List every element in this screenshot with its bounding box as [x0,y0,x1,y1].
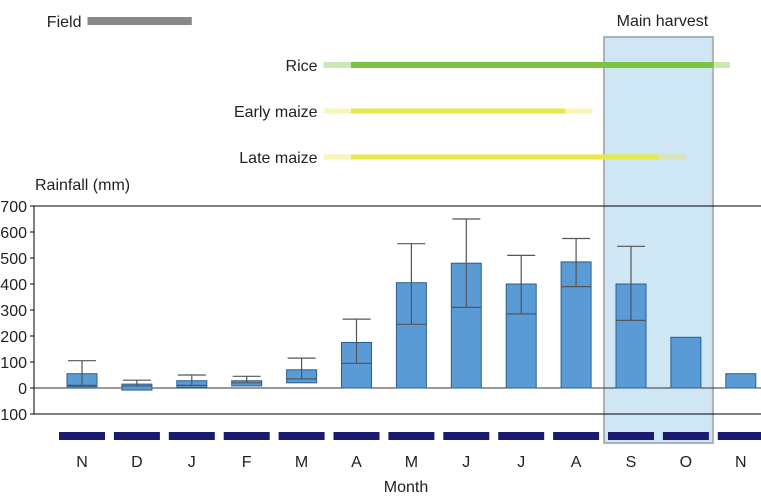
month-strip-segment [608,432,654,440]
x-tick-label: A [571,454,582,471]
crop-period-label: Late maize [239,150,317,167]
x-tick-label: S [626,454,637,471]
crop-period-label: Field [47,14,82,31]
x-tick-label: J [462,454,470,471]
x-axis-label: Month [384,479,428,496]
month-strip-segment [498,432,545,440]
crop-periods-layer: Field Rice Early maize Late maize [47,14,730,167]
rainfall-bar [670,336,702,389]
x-tick-label: O [680,454,692,471]
annotation-layer: Main harvest [617,13,709,30]
month-strip-segment [333,432,380,440]
y-tick-label: 600 [0,225,27,242]
y-tick-label: 200 [0,329,27,346]
month-strip-segment [717,432,761,440]
month-strip-segment [223,432,270,440]
x-tick-label: M [295,454,308,471]
x-tick-label: N [735,454,747,471]
month-strip-segment [168,432,215,440]
y-axis-label: Rainfall (mm) [35,177,130,194]
month-strip-segment [443,432,490,440]
y-tick-label: 100 [0,355,27,372]
x-tick-label: F [242,454,252,471]
crop-period-label: Rice [286,58,318,75]
month-strip-segment [388,432,435,440]
x-tick-label: D [131,454,143,471]
rainfall-bar [395,282,427,389]
month-strip-layer [59,432,761,440]
y-tick-label: 0 [18,381,27,398]
x-tick-label: J [517,454,525,471]
x-tick-label: M [405,454,418,471]
crop-period-label: Early maize [234,104,318,121]
x-tick-label: J [188,454,196,471]
crop-period-bar [351,62,714,68]
month-strip-segment [662,432,709,440]
crop-period-bar [351,154,659,160]
crop-period-bar [351,108,566,114]
y-tick-label: 700 [0,199,27,216]
y-tick-label: 400 [0,277,27,294]
main-harvest-label: Main harvest [617,13,709,30]
bars-layer [66,218,757,391]
month-strip-segment [278,432,325,440]
crop-period-bar [87,17,192,25]
month-strip-segment [59,432,105,440]
ticks-layer: −100 0 100 200 300 400 500 600 700 N D J F M A M J J A S O N [0,199,747,471]
month-strip-segment [113,432,160,440]
y-tick-label: −100 [0,407,27,424]
month-strip-segment [553,432,600,440]
x-tick-label: N [76,454,88,471]
rainfall-bar [725,373,757,389]
y-tick-label: 500 [0,251,27,268]
x-tick-label: A [351,454,362,471]
y-tick-label: 300 [0,303,27,320]
